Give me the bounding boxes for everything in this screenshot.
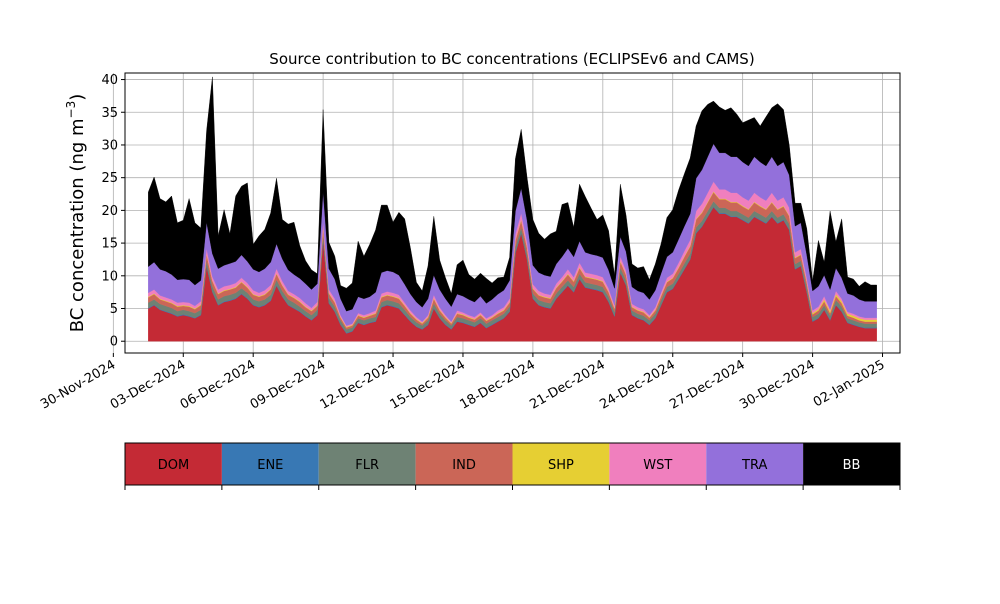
x-axis: 30-Nov-202403-Dec-202406-Dec-202409-Dec-… — [38, 353, 888, 413]
legend-label-ene: ENE — [257, 458, 283, 473]
chart-title: Source contribution to BC concentrations… — [269, 50, 754, 68]
y-tick-label: 25 — [101, 171, 118, 186]
x-tick-label: 02-Jan-2025 — [811, 357, 888, 410]
x-tick-label: 06-Dec-2024 — [178, 357, 258, 412]
y-axis-label-superscript: −3 — [64, 101, 78, 119]
legend-swatch-ene — [221, 443, 319, 485]
legend-swatch-ind — [415, 443, 513, 485]
legend-swatch-bb — [803, 443, 900, 485]
plot-frame — [124, 72, 901, 354]
legend-label-wst: WST — [643, 458, 672, 473]
x-tick-label: 18-Dec-2024 — [457, 357, 537, 412]
y-axis: 0 5 10 15 20 25 30 35 40 — [101, 73, 125, 350]
x-tick-label: 03-Dec-2024 — [108, 357, 188, 412]
stacked-areas — [148, 76, 877, 342]
legend-swatch-flr — [318, 443, 416, 485]
x-tick-label: 27-Dec-2024 — [667, 357, 747, 412]
legend-label-ind: IND — [452, 458, 476, 473]
x-tick-label: 15-Dec-2024 — [388, 357, 468, 412]
legend-label-tra: TRA — [741, 458, 767, 473]
y-tick-label: 40 — [101, 73, 118, 88]
y-tick-label: 30 — [101, 138, 118, 153]
legend-colorbar: DOM ENE FLR IND SHP WST TRA BB — [124, 442, 901, 490]
legend-swatch-dom — [125, 443, 222, 485]
x-tick-label: 24-Dec-2024 — [597, 357, 677, 412]
y-tick-label: 5 — [110, 302, 118, 317]
legend-label-bb: BB — [843, 458, 861, 473]
legend-swatch-tra — [706, 443, 804, 485]
legend-frame — [124, 442, 901, 486]
y-tick-label: 35 — [101, 106, 118, 121]
x-tick-label: 30-Nov-2024 — [38, 357, 118, 412]
legend-label-shp: SHP — [548, 458, 574, 473]
y-axis-label-main: BC concentration (ng m — [67, 118, 88, 332]
y-axis-label: BC concentration (ng m−3) — [64, 94, 88, 333]
y-tick-label: 15 — [101, 237, 118, 252]
x-tick-label: 09-Dec-2024 — [248, 357, 328, 412]
legend-swatch-wst — [609, 443, 707, 485]
x-tick-label: 30-Dec-2024 — [737, 357, 817, 412]
legend-label-dom: DOM — [158, 458, 189, 473]
legend-swatch-shp — [512, 443, 610, 485]
y-axis-label-close: ) — [67, 94, 88, 101]
x-tick-label: 12-Dec-2024 — [318, 357, 398, 412]
x-tick-label: 21-Dec-2024 — [527, 357, 607, 412]
area-bb — [148, 76, 877, 312]
legend-label-flr: FLR — [355, 458, 379, 473]
y-tick-label: 10 — [101, 269, 118, 284]
y-tick-label: 20 — [101, 204, 118, 219]
y-tick-label: 0 — [110, 335, 118, 350]
